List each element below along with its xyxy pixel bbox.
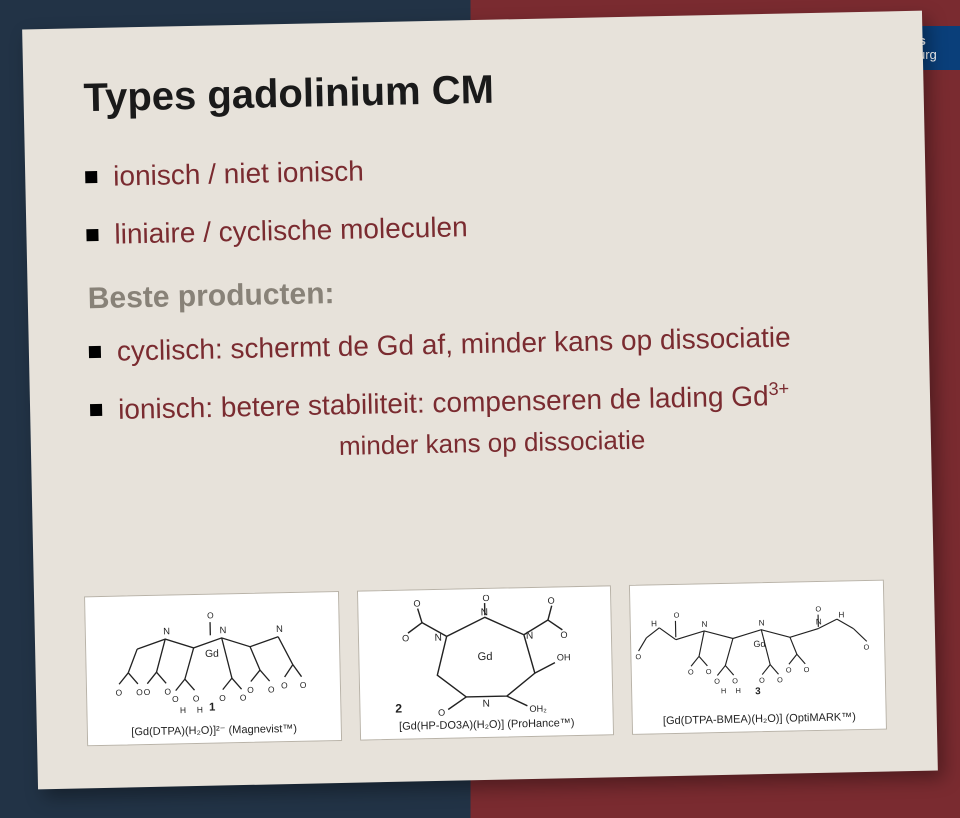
molecule-icon: N N N N Gd O O O O [362, 592, 609, 719]
diagram-caption: [Gd(HP-DO3A)(H₂O)] (ProHance™) [399, 717, 575, 733]
bullet-text: ionisch: betere stabiliteit: compenseren… [118, 380, 769, 425]
svg-text:O: O [482, 593, 489, 603]
svg-text:O: O [714, 677, 720, 686]
slide-card: Types gadolinium CM ionisch / niet ionis… [22, 11, 938, 790]
svg-text:O: O [247, 685, 254, 695]
svg-text:OH₂: OH₂ [529, 704, 547, 714]
svg-text:O: O [547, 596, 554, 606]
diagram-2: N N N N Gd O O O O [357, 585, 615, 740]
svg-text:H: H [180, 705, 186, 715]
svg-text:O: O [193, 693, 200, 703]
background-split: Ziekenhuis Oost-Limburg Types gadolinium… [0, 0, 960, 818]
diagram-3: N N N Gd H O H [629, 580, 887, 735]
svg-text:N: N [702, 620, 708, 629]
svg-text:O: O [268, 684, 275, 694]
diagram-1: N N N Gd [84, 591, 342, 746]
svg-text:O: O [804, 665, 810, 674]
svg-text:H: H [197, 705, 203, 715]
diagram-caption: [Gd(DTPA-BMEA)(H₂O)] (OptiMARK™) [663, 711, 856, 727]
svg-text:O: O [560, 630, 567, 640]
bullet-list-bottom: cyclisch: schermt de Gd af, minder kans … [89, 318, 872, 469]
svg-text:O: O [219, 693, 226, 703]
molecule-icon: N N N Gd [89, 598, 336, 725]
svg-text:O: O [786, 665, 792, 674]
svg-text:H: H [721, 686, 726, 695]
svg-text:O: O [674, 611, 680, 620]
svg-text:O: O [438, 708, 445, 718]
bullet-item: liniaire / cyclische moleculen [86, 201, 867, 254]
svg-text:Gd: Gd [205, 649, 219, 660]
svg-text:3: 3 [755, 686, 761, 697]
svg-text:N: N [163, 625, 170, 636]
svg-text:N: N [434, 633, 442, 644]
svg-text:O: O [300, 680, 307, 690]
svg-text:O: O [207, 610, 214, 620]
svg-text:N: N [220, 624, 227, 635]
svg-text:OH: OH [556, 652, 570, 662]
indented-line: minder kans op dissociatie [339, 419, 872, 464]
svg-text:1: 1 [209, 701, 216, 713]
svg-text:O: O [281, 680, 288, 690]
diagram-row: N N N Gd [84, 580, 887, 747]
diagram-caption: [Gd(DTPA)(H₂O)]²⁻ (Magnevist™) [131, 723, 297, 739]
svg-text:O: O [777, 675, 783, 684]
svg-text:N: N [759, 619, 765, 628]
svg-text:O: O [864, 642, 870, 651]
svg-text:O: O [688, 667, 694, 676]
svg-text:N: N [276, 623, 283, 634]
svg-text:O: O [172, 694, 179, 704]
molecule-icon: N N N Gd H O H [634, 587, 881, 714]
svg-text:Gd: Gd [477, 651, 492, 663]
svg-text:H: H [736, 686, 741, 695]
svg-text:O: O [413, 598, 420, 608]
svg-text:N: N [482, 699, 490, 710]
svg-text:O: O [164, 686, 171, 696]
svg-text:O: O [144, 687, 151, 697]
slide-title: Types gadolinium CM [83, 60, 864, 121]
svg-text:O: O [732, 676, 738, 685]
svg-text:O: O [115, 688, 122, 698]
svg-text:O: O [706, 667, 712, 676]
superscript: 3+ [768, 379, 789, 399]
svg-text:H: H [839, 610, 845, 619]
svg-text:O: O [240, 692, 247, 702]
bullet-item: ionisch / niet ionisch [85, 143, 866, 196]
svg-text:O: O [402, 633, 409, 643]
svg-text:O: O [759, 676, 765, 685]
bullet-item: cyclisch: schermt de Gd af, minder kans … [89, 318, 870, 371]
svg-text:O: O [816, 604, 822, 613]
svg-text:2: 2 [395, 702, 402, 716]
svg-text:O: O [136, 687, 143, 697]
subheading: Beste producten: [87, 266, 868, 316]
svg-text:H: H [651, 619, 657, 628]
svg-text:O: O [636, 652, 642, 661]
bullet-list-top: ionisch / niet ionisch liniaire / cyclis… [85, 143, 867, 254]
bullet-item: ionisch: betere stabiliteit: compenseren… [90, 376, 871, 469]
